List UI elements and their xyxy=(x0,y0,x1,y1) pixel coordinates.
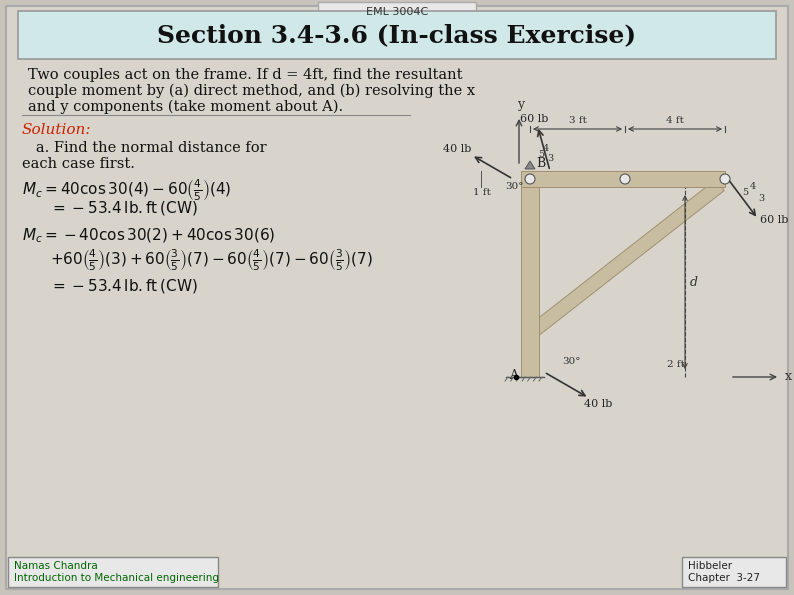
Text: 4: 4 xyxy=(750,182,756,191)
FancyBboxPatch shape xyxy=(318,2,476,22)
Text: $= -53.4\,\mathrm{lb.ft}\,(\mathrm{CW})$: $= -53.4\,\mathrm{lb.ft}\,(\mathrm{CW})$ xyxy=(50,277,198,295)
Text: A: A xyxy=(509,369,518,382)
Text: 60 lb: 60 lb xyxy=(760,215,788,225)
Text: 40 lb: 40 lb xyxy=(584,399,612,409)
Text: 1 ft: 1 ft xyxy=(473,188,491,197)
Bar xyxy=(521,171,725,187)
FancyBboxPatch shape xyxy=(6,6,788,589)
Text: 4: 4 xyxy=(542,144,549,153)
FancyBboxPatch shape xyxy=(682,557,786,587)
Circle shape xyxy=(620,174,630,184)
Text: 30°: 30° xyxy=(562,357,580,366)
Text: Solution:: Solution: xyxy=(22,123,91,137)
Text: 60 lb: 60 lb xyxy=(519,114,548,124)
Text: 5: 5 xyxy=(742,188,748,197)
Bar xyxy=(521,187,539,377)
Text: 5: 5 xyxy=(538,150,545,159)
Text: Introduction to Mechanical engineering: Introduction to Mechanical engineering xyxy=(14,573,219,583)
Text: 4 ft: 4 ft xyxy=(666,116,684,125)
Text: Chapter  3-27: Chapter 3-27 xyxy=(688,573,760,583)
Text: 3 ft: 3 ft xyxy=(569,116,587,125)
Text: 30°: 30° xyxy=(505,182,523,191)
Text: Two couples act on the frame. If d = 4ft, find the resultant: Two couples act on the frame. If d = 4ft… xyxy=(28,68,462,82)
Text: 40 lb: 40 lb xyxy=(443,144,472,154)
FancyBboxPatch shape xyxy=(18,11,776,59)
Circle shape xyxy=(720,174,730,184)
Text: y: y xyxy=(518,98,525,111)
Text: $M_c = -40\cos 30(2) + 40\cos 30(6)$: $M_c = -40\cos 30(2) + 40\cos 30(6)$ xyxy=(22,227,276,245)
Text: couple moment by (a) direct method, and (b) resolving the x: couple moment by (a) direct method, and … xyxy=(28,84,475,98)
Text: x: x xyxy=(785,371,792,384)
Circle shape xyxy=(525,174,535,184)
Text: 3: 3 xyxy=(548,154,554,163)
Text: EML 3004C: EML 3004C xyxy=(366,7,428,17)
Text: Namas Chandra: Namas Chandra xyxy=(14,561,98,571)
Text: Section 3.4-3.6 (In-class Exercise): Section 3.4-3.6 (In-class Exercise) xyxy=(157,23,637,47)
Polygon shape xyxy=(525,161,535,169)
Text: $= -53.4\,\mathrm{lb.ft}\,(\mathrm{CW})$: $= -53.4\,\mathrm{lb.ft}\,(\mathrm{CW})$ xyxy=(50,199,198,217)
Polygon shape xyxy=(528,180,724,337)
Text: Hibbeler: Hibbeler xyxy=(688,561,732,571)
FancyBboxPatch shape xyxy=(8,557,218,587)
Text: a. Find the normal distance for: a. Find the normal distance for xyxy=(22,141,267,155)
Text: $+60\left(\frac{4}{5}\right)(3)+60\left(\frac{3}{5}\right)(7)-60\left(\frac{4}{5: $+60\left(\frac{4}{5}\right)(3)+60\left(… xyxy=(50,247,373,273)
Text: $M_c = 40\cos 30(4) - 60\left(\frac{4}{5}\right)(4)$: $M_c = 40\cos 30(4) - 60\left(\frac{4}{5… xyxy=(22,177,231,203)
Text: each case first.: each case first. xyxy=(22,157,135,171)
Text: 3: 3 xyxy=(758,194,765,203)
Text: and y components (take moment about A).: and y components (take moment about A). xyxy=(28,100,343,114)
Text: d: d xyxy=(690,275,698,289)
Text: B: B xyxy=(536,157,545,170)
Text: 2 ft: 2 ft xyxy=(667,360,685,369)
